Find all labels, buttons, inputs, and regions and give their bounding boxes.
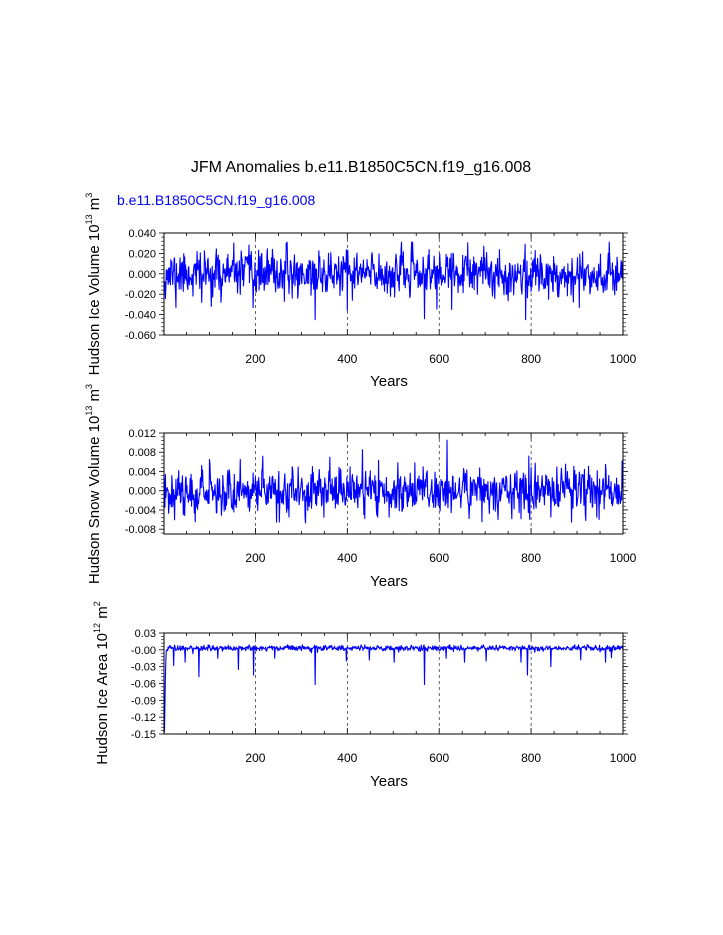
ice-area-ytick-label: -0.15 (131, 729, 156, 741)
ice-volume-xtick-label: 1000 (610, 352, 637, 366)
ice-area-ytick-label: -0.06 (131, 679, 156, 691)
snow-volume-ytick-label: 0.008 (128, 447, 156, 459)
ice-volume-xtick-label: 400 (337, 352, 357, 366)
ice-volume-ytick-label: -0.020 (125, 289, 156, 301)
panel-ice-area: Years Hudson Ice Area 1012 m2 200 400 600 8… (92, 601, 637, 790)
ice-volume-ytick-label: 0.020 (128, 248, 156, 260)
panel-ice-volume-xlabel: Years (370, 373, 408, 390)
snow-volume-xtick-label: 200 (245, 551, 265, 565)
panel-ice-area-xlabel: Years (370, 773, 408, 790)
panel-snow-volume: Years Hudson Snow Volume 1013 m3 200 400 6… (84, 384, 637, 590)
ice-area-xtick-label: 400 (337, 751, 357, 765)
ice-volume-ytick-label: 0.000 (128, 269, 156, 281)
snow-volume-ytick-label: 0.012 (128, 428, 156, 440)
snow-volume-ytick-label: -0.008 (125, 524, 156, 536)
snow-volume-ytick-label: 0.004 (128, 466, 156, 478)
ice-area-xtick-label: 200 (245, 751, 265, 765)
snow-volume-xtick-label: 600 (429, 551, 449, 565)
ice-volume-xtick-label: 600 (429, 352, 449, 366)
snow-volume-xtick-label: 800 (521, 551, 541, 565)
ice-area-ytick-label: -0.09 (131, 695, 156, 707)
ice-area-xtick-label: 600 (429, 751, 449, 765)
ice-area-xtick-label: 1000 (610, 751, 637, 765)
panel-ice-area-ylabel: Hudson Ice Area 1012 m2 (92, 601, 111, 764)
ice-volume-ytick-label: 0.040 (128, 228, 156, 240)
legend-series-label: b.e11.B1850C5CN.f19_g16.008 (117, 192, 315, 208)
panel-ice-volume-ylabel: Hudson Ice Volume 1013 m3 (84, 193, 103, 376)
snow-volume-xtick-label: 400 (337, 551, 357, 565)
snow-volume-series-line (163, 439, 624, 524)
snow-volume-xtick-label: 1000 (610, 551, 637, 565)
ice-area-ytick-label: 0.03 (135, 628, 156, 640)
ice-area-ytick-label: -0.03 (131, 662, 156, 674)
panel-snow-volume-ylabel: Hudson Snow Volume 1013 m3 (84, 384, 103, 584)
ice-volume-ytick-label: -0.040 (125, 310, 156, 322)
ice-area-xtick-label: 800 (521, 751, 541, 765)
ice-volume-ytick-label: -0.060 (125, 330, 156, 342)
panel-ice-volume: Years Hudson Ice Volume 1013 m3 200 400 60… (84, 193, 637, 390)
ice-area-ytick-label: -0.00 (131, 645, 156, 657)
panel-snow-volume-xlabel: Years (370, 573, 408, 590)
ice-volume-xtick-label: 800 (521, 352, 541, 366)
snow-volume-ytick-label: 0.000 (128, 486, 156, 498)
ice-volume-series-line (163, 241, 624, 321)
snow-volume-ytick-label: -0.004 (125, 505, 156, 517)
ice-area-ytick-label: -0.12 (131, 712, 156, 724)
ice-volume-xtick-label: 200 (245, 352, 265, 366)
figure-title: JFM Anomalies b.e11.B1850C5CN.f19_g16.00… (191, 159, 531, 176)
ice-area-series-line (163, 644, 624, 734)
